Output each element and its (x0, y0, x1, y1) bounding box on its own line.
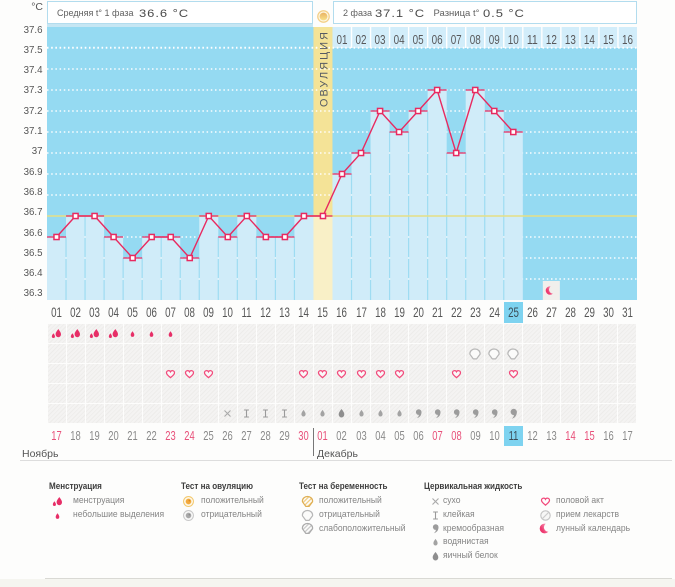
svg-text:06: 06 (432, 32, 443, 47)
svg-text:16: 16 (622, 32, 633, 47)
svg-text:04: 04 (394, 32, 405, 47)
svg-text:12: 12 (546, 32, 557, 47)
svg-text:05: 05 (413, 32, 424, 47)
svg-text:08: 08 (470, 32, 481, 47)
svg-text:01: 01 (337, 32, 348, 47)
svg-text:10: 10 (508, 32, 519, 47)
svg-text:11: 11 (527, 32, 538, 47)
svg-text:07: 07 (451, 32, 462, 47)
svg-text:14: 14 (584, 32, 595, 47)
svg-text:13: 13 (565, 32, 576, 47)
svg-text:09: 09 (489, 32, 500, 47)
svg-text:02: 02 (356, 32, 367, 47)
svg-text:03: 03 (375, 32, 386, 47)
svg-text:15: 15 (603, 32, 614, 47)
svg-text:ОВУЛЯЦИЯ: ОВУЛЯЦИЯ (318, 30, 330, 107)
